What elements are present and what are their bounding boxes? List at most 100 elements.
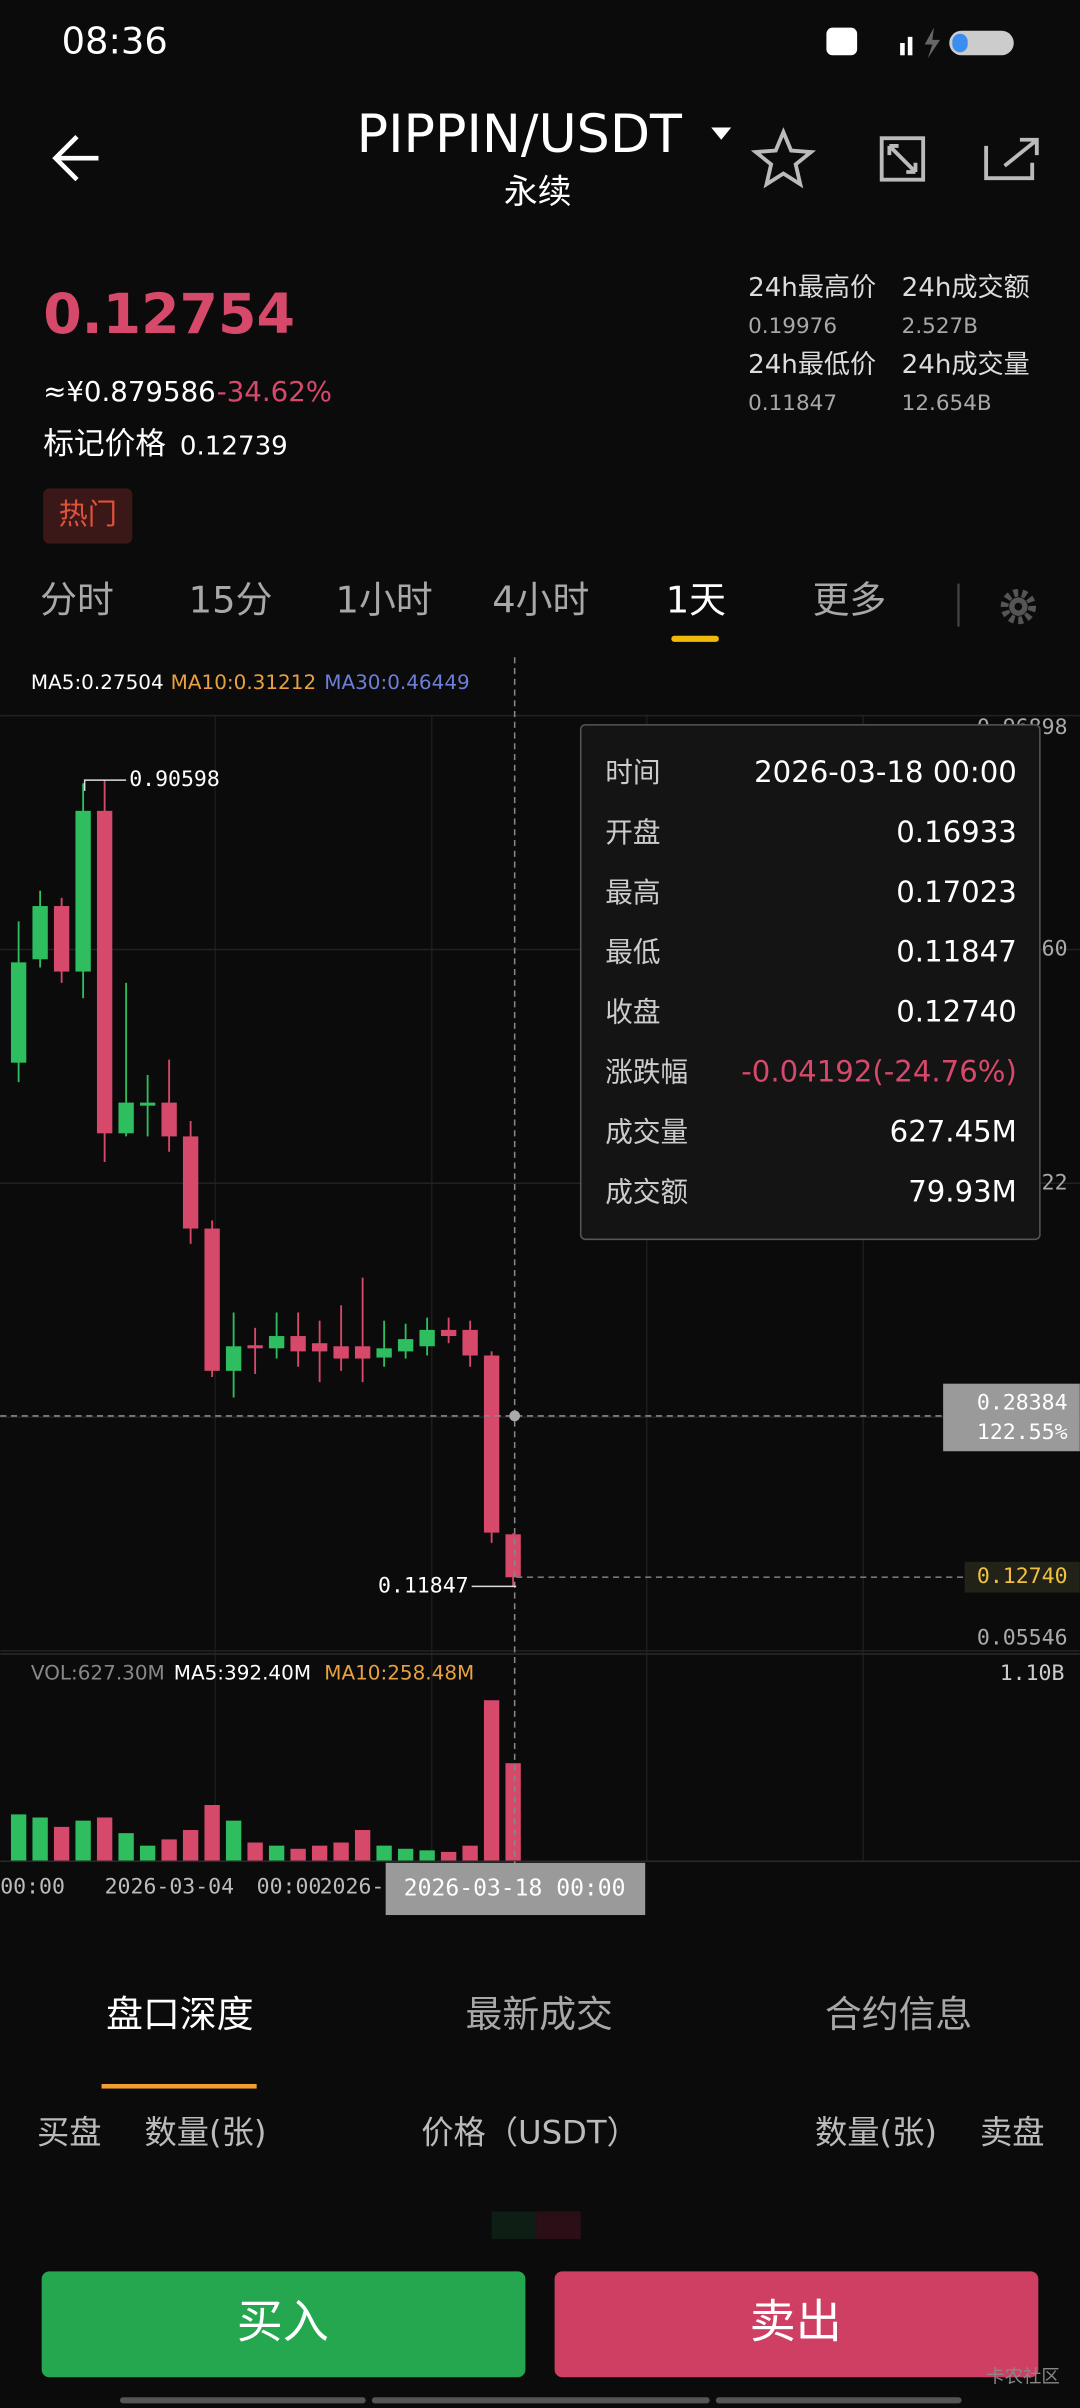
crosshair-percent: 122.55% [977, 1420, 1068, 1445]
tooltip-label: 成交量 [605, 1115, 688, 1148]
last-price-label: 0.12740 [977, 1564, 1068, 1589]
volume-bar [75, 1820, 91, 1862]
candle-body [32, 906, 48, 960]
y-tick-label: 0.05546 [977, 1626, 1068, 1651]
column-header: 价格（USDT） [421, 2114, 639, 2152]
candle-body [268, 1336, 285, 1349]
tooltip-label: 时间 [605, 756, 660, 789]
tooltip-label: 成交额 [605, 1175, 688, 1208]
tab-underline [101, 2083, 257, 2089]
stat-label: 24h成交量 [902, 350, 1030, 380]
interval-tab-active[interactable]: 1天 [666, 579, 726, 622]
candle-body [247, 1345, 263, 1349]
candle-body [96, 810, 113, 1134]
volume-bar [96, 1817, 113, 1862]
ma10-indicator: MA10:0.31212 [171, 670, 317, 694]
candle-body [139, 1102, 156, 1106]
depth-bar-sell [536, 2211, 581, 2240]
candle-body [53, 906, 70, 972]
sell-button[interactable] [554, 2271, 1039, 2378]
stat-value: 2.527B [902, 314, 978, 339]
hd-icon [826, 27, 858, 56]
volume-bar [10, 1814, 27, 1862]
candle-body [419, 1329, 435, 1347]
interval-tab[interactable]: 4小时 [492, 579, 589, 622]
charge-icon [924, 27, 941, 59]
tooltip: 时间 2026-03-18 00:00 开盘 0.16933 最高 0.17023 最低 0.… [579, 724, 1041, 1241]
tab-active[interactable]: 盘口深度 [106, 1993, 253, 2036]
volume-bar [333, 1842, 349, 1862]
high-marker [83, 779, 127, 791]
x-label: 2026-03-04 [105, 1874, 234, 1899]
candle-body [505, 1534, 521, 1578]
tooltip-label: 收盘 [605, 996, 660, 1029]
signal-bar [907, 36, 913, 56]
candle-body [397, 1339, 414, 1352]
crosshair-dot [509, 1410, 521, 1422]
last-price: 0.12754 [43, 283, 295, 347]
change-percent: -34.62% [217, 375, 332, 408]
volume-bar [139, 1845, 156, 1862]
tab[interactable]: 合约信息 [825, 1993, 972, 2036]
stat-label: 24h最高价 [748, 273, 876, 303]
tooltip-label: 开盘 [605, 816, 660, 849]
pair-dropdown[interactable] [711, 127, 732, 140]
ma5-indicator: MA5:0.27504 [31, 670, 164, 694]
candle-body [462, 1329, 478, 1356]
fullscreen-arrows [887, 143, 918, 174]
stat-label: 24h最低价 [748, 350, 876, 380]
x-label: 00:00 [0, 1874, 65, 1899]
mark-price: 0.12739 [180, 431, 288, 461]
favorite-button[interactable] [750, 127, 817, 189]
volume-bar [376, 1845, 392, 1862]
buy-button[interactable] [41, 2271, 526, 2378]
volume-bar [440, 1851, 457, 1862]
fullscreen-button[interactable] [879, 136, 926, 182]
tooltip-label: 最高 [605, 876, 660, 909]
share-button[interactable] [984, 137, 1039, 181]
volume-bar [204, 1804, 220, 1862]
tooltip-bg [579, 724, 1041, 1241]
battery-level [952, 33, 968, 53]
vol-indicator: VOL:627.30M [31, 1660, 165, 1684]
column-header: 数量(张) [815, 2114, 937, 2152]
back-button[interactable] [52, 135, 99, 182]
depth-bar-buy [491, 2211, 537, 2240]
candle-body [161, 1102, 177, 1137]
pair-subtitle: 永续 [504, 172, 572, 211]
volume-bar [354, 1830, 371, 1862]
tooltip-value: -0.04192(-24.76%) [741, 1054, 1017, 1088]
candle-body [311, 1343, 328, 1352]
pair-title[interactable]: PIPPIN/USDT [357, 105, 683, 165]
crosshair-price-box [943, 1383, 1080, 1452]
tooltip-value: 627.45M [890, 1114, 1017, 1148]
candle-body [75, 810, 91, 972]
volume-bar [311, 1845, 328, 1862]
stat-value: 0.11847 [748, 391, 837, 416]
candle-body [290, 1336, 306, 1352]
tab[interactable]: 最新成交 [466, 1993, 613, 2036]
candle-body [225, 1346, 242, 1371]
watermark: 卡农社区 [986, 2366, 1060, 2387]
candle-body [118, 1102, 134, 1134]
interval-tab[interactable]: 分时 [40, 579, 114, 622]
interval-tab[interactable]: 更多 [813, 579, 887, 622]
candle-body [333, 1346, 349, 1359]
settings-button[interactable] [1000, 588, 1037, 625]
candle-body [182, 1136, 199, 1229]
column-header: 数量(张) [145, 2114, 267, 2152]
tooltip-value: 79.93M [908, 1174, 1017, 1208]
interval-tab[interactable]: 15分 [189, 579, 273, 622]
high-label: 0.90598 [129, 767, 220, 792]
column-header: 卖盘 [980, 2114, 1045, 2152]
tooltip-value: 0.17023 [896, 875, 1017, 909]
column-header: 买盘 [37, 2114, 102, 2152]
gear-teeth [1000, 588, 1037, 625]
interval-tab[interactable]: 1小时 [336, 579, 433, 622]
volume-bar [290, 1848, 306, 1862]
candle-body [10, 962, 27, 1063]
volume-bar [182, 1830, 199, 1862]
status-time: 08:36 [62, 20, 168, 63]
x-label: 2026- [320, 1874, 385, 1899]
stat-value: 0.19976 [748, 314, 837, 339]
